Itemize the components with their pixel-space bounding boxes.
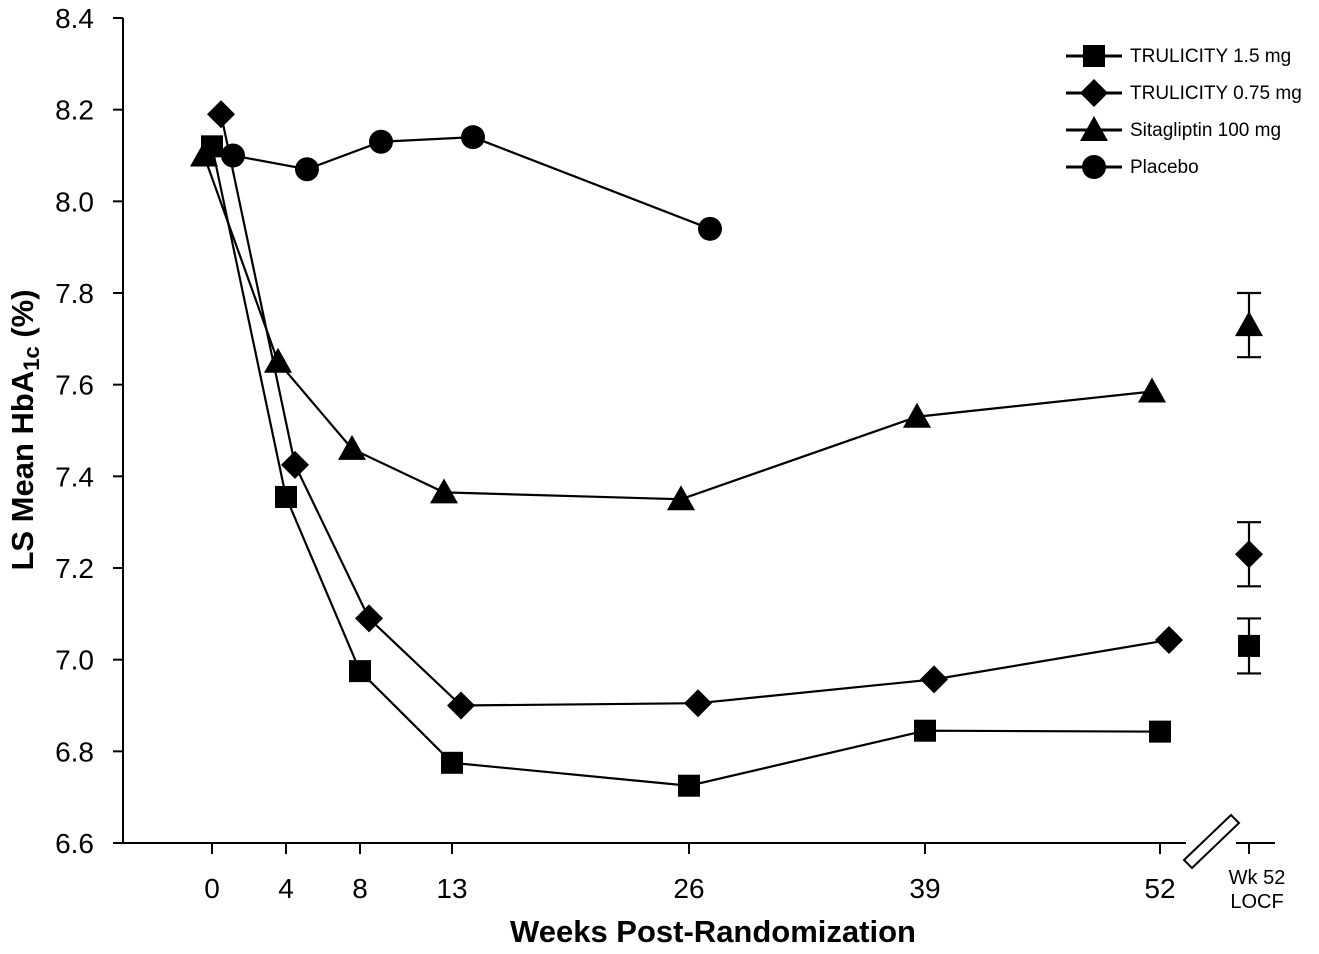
- data-point: [338, 434, 366, 460]
- legend-marker: [1080, 116, 1108, 141]
- axes: [122, 18, 1275, 844]
- x-tick-label: 13: [436, 873, 467, 904]
- series-trulicity-0-75-mg: [207, 100, 1263, 720]
- legend-label: Placebo: [1130, 157, 1199, 178]
- data-point: [1138, 377, 1166, 403]
- data-point: [1155, 625, 1183, 654]
- x-tick-label: 52: [1144, 873, 1175, 904]
- locf-data-point: [1238, 634, 1260, 657]
- y-axis-ticks: 6.6 6.8 7.0 7.2 7.4 7.6 7.8 8.0 8.2 8.4: [55, 3, 123, 859]
- legend-item: Placebo: [1066, 155, 1199, 179]
- legend-marker: [1083, 45, 1105, 67]
- x-tick-label: 39: [909, 873, 940, 904]
- data-point: [441, 751, 463, 774]
- x-axis-title: Weeks Post-Randomization: [510, 914, 916, 949]
- legend-marker: [1080, 79, 1108, 107]
- data-point: [1149, 720, 1171, 743]
- y-tick-label: 8.4: [55, 3, 94, 34]
- y-tick-label: 8.2: [55, 95, 94, 126]
- series-layer: [190, 100, 1263, 797]
- legend-item: Sitagliptin 100 mg: [1066, 116, 1281, 141]
- x-tick-label: 4: [278, 873, 294, 904]
- legend-marker: [1082, 155, 1106, 179]
- y-tick-label: 6.8: [55, 736, 94, 767]
- locf-data-point: [1235, 540, 1263, 569]
- locf-tick-label-line1: Wk 52: [1229, 867, 1286, 889]
- data-point: [461, 125, 485, 150]
- y-tick-label: 7.2: [55, 553, 94, 584]
- data-point: [447, 691, 475, 720]
- x-tick-label: 8: [352, 873, 368, 904]
- x-tick-label: 0: [204, 873, 220, 904]
- data-point: [207, 100, 235, 129]
- data-point: [698, 216, 722, 241]
- y-tick-label: 7.4: [55, 461, 94, 492]
- x-axis-ticks: 0 4 8 13 26 39 52: [204, 843, 1250, 904]
- legend-label: TRULICITY 0.75 mg: [1130, 83, 1302, 104]
- series-sitagliptin-100-mg: [190, 141, 1263, 511]
- y-axis-title-main: LS Mean HbA: [5, 371, 40, 571]
- y-axis-title-unit: (%): [5, 289, 40, 346]
- y-tick-label: 6.6: [55, 828, 94, 859]
- data-point: [369, 129, 393, 154]
- data-point: [678, 774, 700, 797]
- data-point: [281, 450, 309, 479]
- series-line: [232, 136, 711, 230]
- data-point: [275, 485, 297, 508]
- data-point: [920, 665, 948, 694]
- data-point: [355, 604, 383, 633]
- data-point: [667, 485, 695, 511]
- legend: TRULICITY 1.5 mg TRULICITY 0.75 mg Sitagli…: [1066, 45, 1302, 179]
- data-point: [903, 402, 931, 428]
- y-tick-label: 7.0: [55, 645, 94, 676]
- data-point: [684, 689, 712, 718]
- series-trulicity-1-5-mg: [201, 135, 1261, 797]
- data-point: [221, 143, 245, 168]
- series-line: [210, 146, 1161, 787]
- series-placebo: [221, 125, 722, 241]
- y-tick-label: 7.8: [55, 278, 94, 309]
- locf-tick-label-line2: LOCF: [1230, 891, 1283, 913]
- data-point: [295, 157, 319, 182]
- axis-break-icon: [1182, 813, 1241, 870]
- legend-label: TRULICITY 1.5 mg: [1130, 46, 1291, 67]
- y-tick-label: 8.0: [55, 186, 94, 217]
- data-point: [264, 347, 292, 373]
- legend-item: TRULICITY 1.5 mg: [1066, 45, 1291, 67]
- data-point: [349, 660, 371, 683]
- legend-item: TRULICITY 0.75 mg: [1066, 79, 1302, 107]
- data-point: [914, 719, 936, 742]
- locf-data-point: [1235, 311, 1263, 337]
- x-tick-label: 26: [673, 873, 704, 904]
- data-point: [430, 478, 458, 504]
- legend-label: Sitagliptin 100 mg: [1130, 120, 1281, 141]
- data-point: [190, 141, 218, 167]
- y-tick-label: 7.6: [55, 370, 94, 401]
- y-axis-title: LS Mean HbA1c (%): [5, 289, 44, 570]
- y-axis-title-subscript: 1c: [19, 346, 44, 370]
